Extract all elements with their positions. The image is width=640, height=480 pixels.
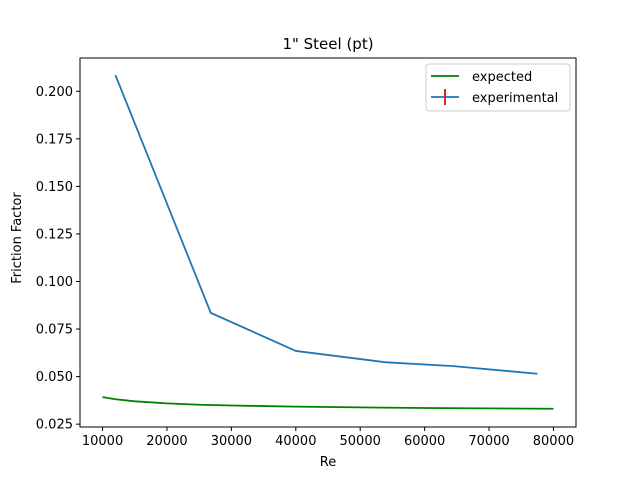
- y-axis-label: Friction Factor: [10, 192, 25, 284]
- plot-area: [102, 74, 554, 410]
- x-tick-label: 20000: [146, 434, 187, 449]
- series-line-experimental: [114, 74, 538, 375]
- y-axis: 0.025 0.050 0.075 0.100 0.125 0.150 0.175 0.200: [36, 85, 80, 433]
- y-tick-label: 0.050: [36, 370, 73, 385]
- y-tick-label: 0.075: [36, 323, 73, 338]
- x-tick-label: 10000: [82, 434, 123, 449]
- x-tick-label: 40000: [275, 434, 316, 449]
- legend: expected experimental: [425, 63, 571, 112]
- chart-title: 1" Steel (pt): [282, 35, 373, 53]
- axes-frame: [79, 57, 577, 428]
- x-tick-label: 30000: [211, 434, 252, 449]
- y-tick-label: 0.100: [36, 275, 73, 290]
- legend-label-experimental: experimental: [472, 91, 558, 106]
- y-tick-label: 0.175: [36, 132, 73, 147]
- x-tick-label: 80000: [533, 434, 574, 449]
- legend-label-expected: expected: [472, 70, 532, 85]
- y-tick-label: 0.025: [36, 418, 73, 433]
- x-tick-label: 70000: [468, 434, 509, 449]
- series-line-expected: [102, 396, 554, 410]
- y-tick-label: 0.150: [36, 180, 73, 195]
- y-tick-label: 0.125: [36, 227, 73, 242]
- x-axis-label: Re: [320, 455, 336, 470]
- y-tick-label: 0.200: [36, 85, 73, 100]
- legend-box: [425, 63, 571, 112]
- x-tick-label: 50000: [340, 434, 381, 449]
- x-tick-label: 60000: [404, 434, 445, 449]
- x-axis: 10000 20000 30000 40000 50000 60000 70000 80000: [82, 427, 574, 449]
